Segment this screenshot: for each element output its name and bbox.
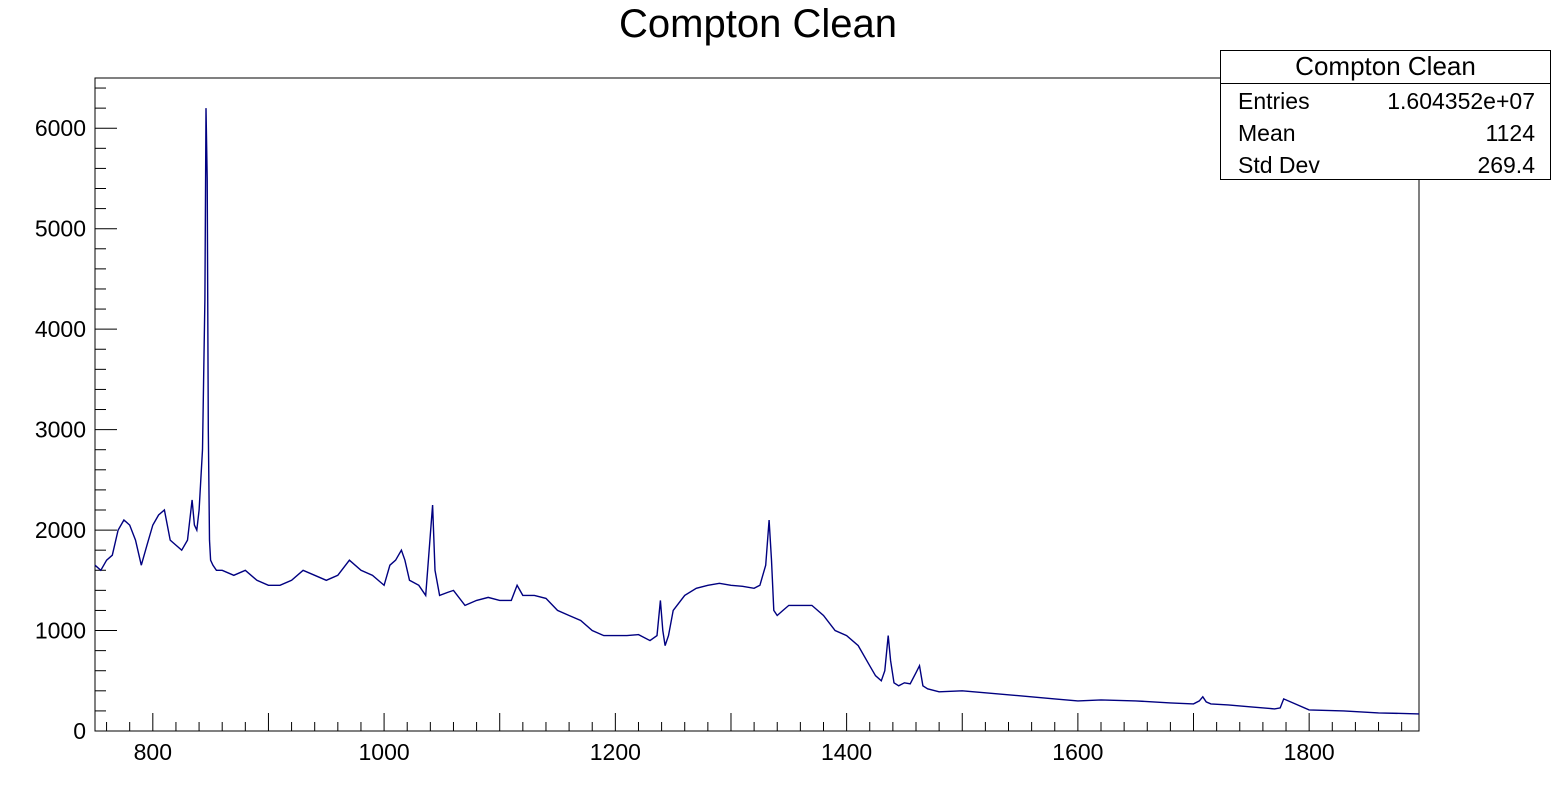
y-tick-label: 4000 bbox=[35, 316, 86, 342]
x-tick-label: 1200 bbox=[590, 739, 641, 765]
stats-label: Entries bbox=[1238, 88, 1310, 114]
y-tick-label: 6000 bbox=[35, 115, 86, 141]
y-tick-label: 0 bbox=[73, 718, 86, 744]
x-tick-label: 1800 bbox=[1284, 739, 1335, 765]
stats-value: 1124 bbox=[1485, 120, 1535, 146]
chart-title: Compton Clean bbox=[619, 2, 897, 46]
stats-row-entries: Entries 1.604352e+07 bbox=[1221, 84, 1550, 116]
x-tick-label: 800 bbox=[134, 739, 172, 765]
stats-box-title: Compton Clean bbox=[1221, 51, 1550, 84]
y-tick-label: 5000 bbox=[35, 216, 86, 242]
stats-row-stddev: Std Dev 269.4 bbox=[1221, 148, 1550, 180]
plot-frame bbox=[94, 77, 1420, 732]
stats-value: 269.4 bbox=[1477, 152, 1535, 178]
stats-label: Std Dev bbox=[1238, 152, 1320, 178]
axis-tick-labels: 800 1000 1200 1400 1600 1800 0 1000 2000 3000 4000… bbox=[35, 115, 1335, 765]
spectrum-line bbox=[94, 108, 1420, 715]
x-tick-label: 1600 bbox=[1052, 739, 1103, 765]
stats-row-mean: Mean 1124 bbox=[1221, 116, 1550, 148]
y-tick-label: 2000 bbox=[35, 517, 86, 543]
axis-ticks bbox=[95, 87, 1403, 732]
y-tick-label: 3000 bbox=[35, 417, 86, 443]
x-tick-label: 1000 bbox=[358, 739, 409, 765]
stats-label: Mean bbox=[1238, 120, 1296, 146]
y-tick-label: 1000 bbox=[35, 618, 86, 644]
stats-value: 1.604352e+07 bbox=[1387, 88, 1535, 114]
x-tick-label: 1400 bbox=[821, 739, 872, 765]
stats-box: Compton Clean Entries 1.604352e+07 Mean … bbox=[1220, 50, 1551, 180]
